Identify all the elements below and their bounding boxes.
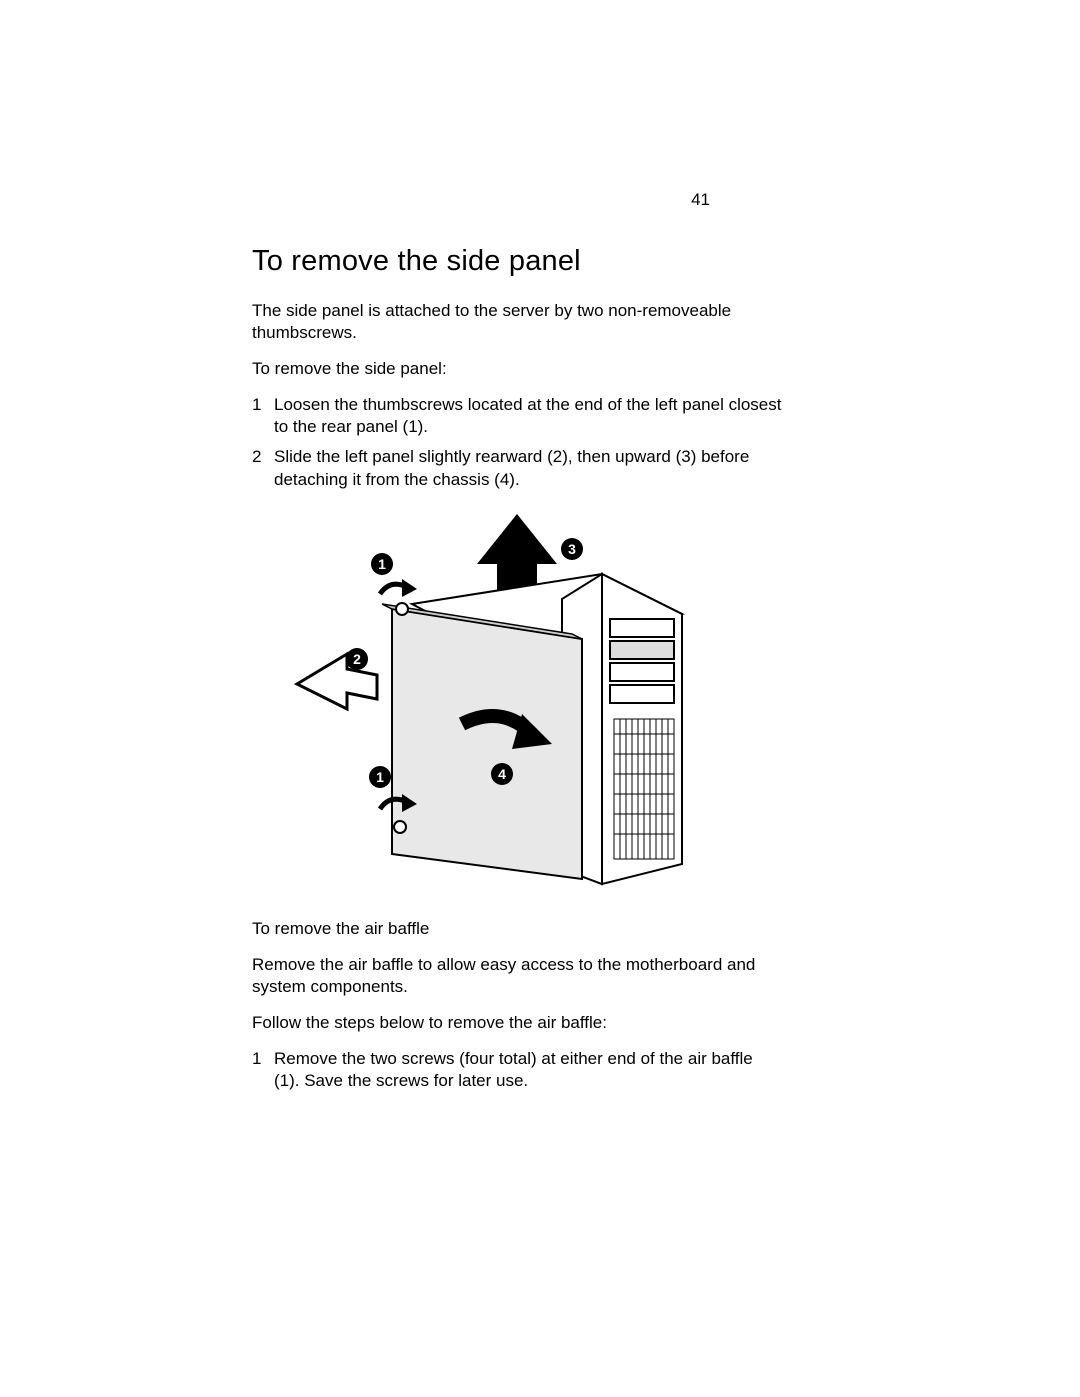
callout-4-label: 4	[498, 766, 506, 782]
document-page: 41 To remove the side panel The side pan…	[0, 0, 1080, 1397]
list-text: Remove the two screws (four total) at ei…	[274, 1048, 782, 1092]
ordered-list-b: 1 Remove the two screws (four total) at …	[252, 1048, 782, 1092]
list-item: 2 Slide the left panel slightly rearward…	[252, 446, 782, 490]
side-panel	[382, 604, 582, 879]
list-number: 2	[252, 446, 274, 490]
sub-paragraph-1: Remove the air baffle to allow easy acce…	[252, 954, 782, 998]
list-number: 1	[252, 394, 274, 438]
section-heading: To remove the side panel	[252, 245, 860, 278]
diagram-figure: 3	[262, 509, 860, 894]
list-number: 1	[252, 1048, 274, 1092]
sub-heading: To remove the air baffle	[252, 918, 782, 940]
callout-3-label: 3	[568, 541, 576, 557]
list-text: Slide the left panel slightly rearward (…	[274, 446, 782, 490]
server-diagram-svg: 3	[262, 509, 712, 889]
intro-paragraph-2: To remove the side panel:	[252, 358, 782, 380]
callout-1a-label: 1	[378, 556, 386, 572]
list-item: 1 Remove the two screws (four total) at …	[252, 1048, 782, 1092]
callout-2-label: 2	[353, 651, 361, 667]
ordered-list-a: 1 Loosen the thumbscrews located at the …	[252, 394, 782, 490]
intro-paragraph-1: The side panel is attached to the server…	[252, 300, 782, 344]
callout-1b-label: 1	[376, 769, 384, 785]
list-item: 1 Loosen the thumbscrews located at the …	[252, 394, 782, 438]
page-number: 41	[691, 190, 710, 210]
list-text: Loosen the thumbscrews located at the en…	[274, 394, 782, 438]
sub-paragraph-2: Follow the steps below to remove the air…	[252, 1012, 782, 1034]
